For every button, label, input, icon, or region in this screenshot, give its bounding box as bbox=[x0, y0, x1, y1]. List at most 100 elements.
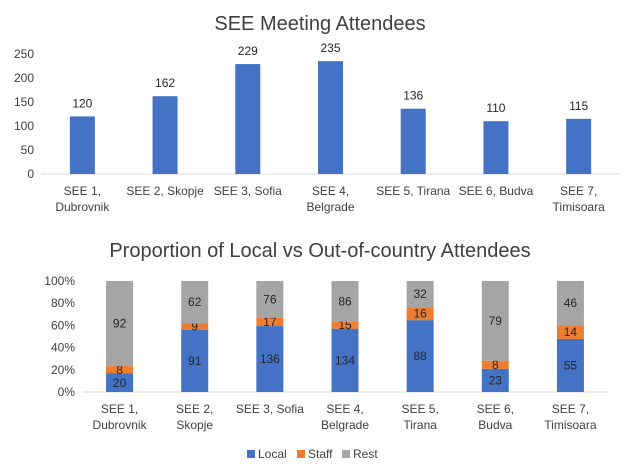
chart1-x-tick-label: SEE 5, Tirana bbox=[376, 184, 450, 198]
chart1-bar bbox=[152, 96, 178, 174]
chart2-bar-segment-local bbox=[106, 373, 134, 392]
chart2-data-label: 46 bbox=[564, 296, 578, 310]
chart2-bar-segment-staff bbox=[331, 321, 359, 329]
chart1-x-tick-label: SEE 4, bbox=[312, 184, 349, 198]
chart1-title: SEE Meeting Attendees bbox=[214, 13, 425, 35]
chart2-bar-segment-local bbox=[481, 368, 509, 392]
chart1-data-label: 136 bbox=[403, 89, 423, 103]
chart2-data-label: 134 bbox=[335, 353, 355, 367]
chart1-y-tick-label: 250 bbox=[14, 47, 34, 61]
chart1-data-label: 162 bbox=[155, 76, 175, 90]
chart2-title: Proportion of Local vs Out-of-country At… bbox=[109, 240, 530, 262]
chart2-x-tick-label: SEE 7, bbox=[552, 402, 589, 416]
chart2-data-label: 79 bbox=[489, 314, 503, 328]
legend-label-rest: Rest bbox=[353, 447, 378, 461]
chart1-y-tick-label: 50 bbox=[21, 143, 35, 157]
chart2-bar-segment-rest bbox=[556, 281, 584, 326]
chart1-data-label: 235 bbox=[320, 41, 340, 55]
chart2-x-tick-label: SEE 2, bbox=[176, 402, 213, 416]
chart2-data-label: 8 bbox=[492, 358, 499, 372]
chart1-bar bbox=[483, 121, 509, 174]
chart1-x-tick-label: Dubrovnik bbox=[55, 200, 110, 214]
chart2-bar-segment-local bbox=[331, 328, 359, 392]
chart2-data-label: 20 bbox=[113, 376, 127, 390]
chart2-x-tick-label: SEE 1, bbox=[101, 402, 138, 416]
chart2-bar-segment-local bbox=[256, 326, 284, 392]
chart2-y-tick-label: 0% bbox=[58, 385, 76, 399]
chart2-bar-segment-staff bbox=[406, 307, 434, 321]
chart2-data-label: 16 bbox=[413, 307, 427, 321]
chart2-data-label: 9 bbox=[191, 320, 198, 334]
chart2-x-tick-label: Skopje bbox=[176, 418, 213, 432]
chart1-bar bbox=[69, 116, 95, 174]
chart2-data-label: 91 bbox=[188, 354, 202, 368]
chart2-x-tick-label: Timisoara bbox=[544, 418, 597, 432]
chart2-x-tick-label: Dubrovnik bbox=[93, 418, 148, 432]
chart1-x-tick-label: SEE 6, Budva bbox=[459, 184, 534, 198]
chart2-bar-segment-rest bbox=[256, 281, 284, 318]
chart2-x-tick-label: SEE 6, bbox=[477, 402, 514, 416]
chart2-data-label: 17 bbox=[263, 315, 277, 329]
chart2-bar-segment-staff bbox=[256, 317, 284, 327]
chart2-y-tick-label: 80% bbox=[51, 296, 75, 310]
chart2-data-label: 55 bbox=[564, 358, 578, 372]
chart2-data-label: 92 bbox=[113, 317, 127, 331]
chart2-bar-segment-rest bbox=[406, 281, 434, 308]
chart2-x-tick-label: Budva bbox=[478, 418, 512, 432]
chart1-x-tick-label: SEE 3, Sofia bbox=[214, 184, 282, 198]
chart1-x-tick-label: SEE 2, Skopje bbox=[126, 184, 204, 198]
chart1-bar bbox=[235, 64, 261, 174]
chart2-data-label: 136 bbox=[260, 352, 280, 366]
chart2-data-label: 14 bbox=[564, 325, 578, 339]
chart1-x-tick-label: Belgrade bbox=[306, 200, 354, 214]
chart2-data-label: 8 bbox=[116, 363, 123, 377]
chart1-y-tick-label: 0 bbox=[27, 167, 34, 181]
chart2-bar-segment-staff bbox=[106, 366, 134, 374]
chart1-data-label: 229 bbox=[238, 44, 258, 58]
chart2-data-label: 86 bbox=[338, 294, 352, 308]
chart1-x-tick-label: Timisoara bbox=[553, 200, 606, 214]
chart1-x-tick-label: SEE 1, bbox=[64, 184, 101, 198]
chart2-y-tick-label: 60% bbox=[51, 318, 75, 332]
chart2-x-tick-label: SEE 3, Sofia bbox=[236, 402, 304, 416]
chart2-x-tick-label: SEE 5, bbox=[401, 402, 438, 416]
legend-swatch-local bbox=[247, 450, 255, 458]
chart2-y-tick-label: 40% bbox=[51, 341, 75, 355]
chart2-bar-segment-staff bbox=[556, 325, 584, 339]
legend-label-local: Local bbox=[258, 447, 287, 461]
chart1-y-tick-label: 150 bbox=[14, 95, 34, 109]
chart2-bar-segment-local bbox=[406, 320, 434, 392]
chart2-data-label: 62 bbox=[188, 295, 202, 309]
chart2-bar-segment-local bbox=[181, 329, 209, 392]
chart2-y-tick-label: 100% bbox=[44, 274, 75, 288]
chart2-bar-segment-staff bbox=[181, 323, 209, 330]
chart2-y-tick-label: 20% bbox=[51, 363, 75, 377]
chart2-bar-segment-rest bbox=[181, 281, 209, 324]
chart2-bar-segment-rest bbox=[106, 281, 134, 367]
chart2-bar-segment-local bbox=[556, 338, 584, 392]
chart2-bar-segment-rest bbox=[481, 281, 509, 361]
chart2-data-label: 88 bbox=[413, 349, 427, 363]
chart2-data-label: 32 bbox=[413, 287, 427, 301]
chart1-bar bbox=[400, 108, 426, 174]
chart2-data-label: 15 bbox=[338, 318, 352, 332]
chart2-bar-segment-rest bbox=[331, 281, 359, 322]
chart1-data-label: 115 bbox=[569, 99, 588, 113]
legend-swatch-rest bbox=[342, 450, 350, 458]
chart2-data-label: 23 bbox=[489, 373, 503, 387]
chart1-y-tick-label: 200 bbox=[14, 71, 34, 85]
chart2-x-tick-label: Tirana bbox=[403, 418, 437, 432]
legend-label-staff: Staff bbox=[308, 447, 333, 461]
chart2-x-tick-label: SEE 4, bbox=[326, 402, 363, 416]
chart1-data-label: 120 bbox=[72, 96, 92, 110]
chart1-y-tick-label: 100 bbox=[14, 119, 34, 133]
chart1-bar bbox=[566, 118, 592, 174]
chart1-bar bbox=[318, 61, 343, 175]
legend-swatch-staff bbox=[297, 450, 305, 458]
chart1-data-label: 110 bbox=[486, 101, 505, 115]
chart2-data-label: 76 bbox=[263, 292, 277, 306]
chart1-x-tick-label: SEE 7, bbox=[560, 184, 597, 198]
chart2-bar-segment-staff bbox=[481, 360, 509, 369]
